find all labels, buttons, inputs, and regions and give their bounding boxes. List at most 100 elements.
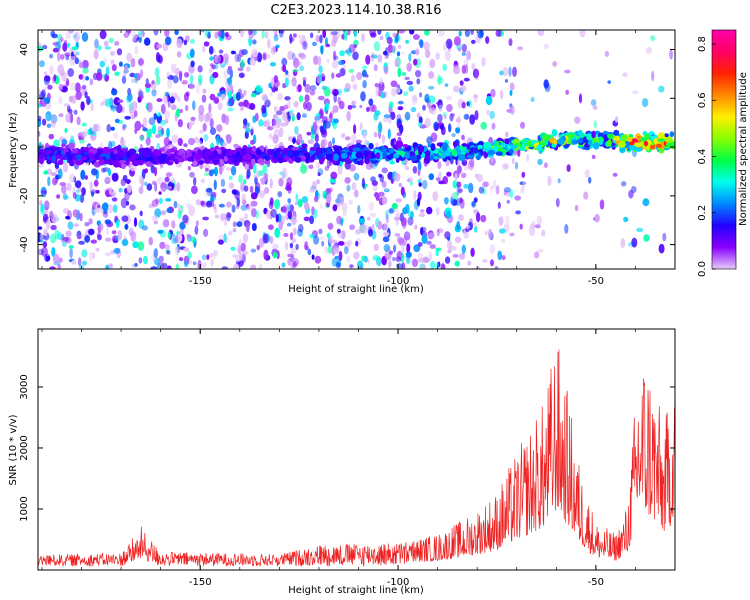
noise-point — [475, 69, 479, 80]
noise-point — [508, 38, 513, 47]
noise-point — [344, 136, 351, 141]
ridge-point — [205, 150, 214, 155]
noise-point — [179, 108, 184, 114]
noise-point — [412, 34, 420, 40]
noise-point — [289, 232, 294, 241]
noise-point — [302, 34, 306, 46]
noise-point — [332, 88, 339, 97]
noise-point — [49, 210, 54, 220]
noise-point — [422, 256, 430, 264]
noise-point — [184, 105, 189, 111]
noise-point — [486, 109, 490, 116]
noise-point — [65, 215, 71, 220]
ridge-point — [208, 156, 214, 160]
noise-point — [297, 224, 304, 233]
noise-point — [188, 121, 192, 131]
noise-point — [383, 65, 389, 75]
noise-point — [108, 187, 112, 195]
noise-point — [171, 220, 176, 229]
noise-point — [191, 236, 197, 243]
noise-point — [291, 76, 297, 87]
noise-point — [378, 81, 385, 92]
noise-point — [278, 30, 285, 34]
noise-point — [298, 52, 305, 58]
noise-point — [328, 117, 334, 122]
noise-point — [269, 91, 274, 97]
noise-point — [209, 56, 214, 61]
noise-point — [202, 122, 207, 132]
noise-point — [114, 118, 120, 124]
noise-point — [495, 185, 500, 195]
noise-point — [291, 238, 296, 244]
noise-point — [158, 197, 163, 205]
noise-point — [48, 133, 55, 140]
noise-point — [38, 88, 41, 95]
ridge-point — [510, 145, 518, 149]
noise-point — [198, 112, 204, 122]
noise-point — [382, 117, 389, 123]
noise-point — [170, 177, 176, 184]
noise-point — [284, 77, 289, 88]
noise-point — [170, 92, 174, 97]
noise-point — [156, 98, 163, 103]
noise-point — [100, 101, 105, 106]
noise-point — [311, 135, 315, 139]
snr-xtick-label: -100 — [387, 577, 410, 588]
noise-point — [38, 163, 44, 168]
noise-point — [463, 183, 469, 189]
noise-point — [432, 191, 439, 202]
noise-point — [428, 251, 433, 261]
noise-point — [194, 225, 199, 235]
noise-point — [164, 118, 169, 124]
noise-point — [104, 46, 112, 50]
noise-point — [169, 96, 175, 104]
noise-point — [81, 84, 87, 90]
noise-point — [429, 58, 436, 69]
noise-point — [362, 130, 368, 140]
noise-point — [416, 112, 421, 119]
ridge-point — [227, 156, 233, 165]
noise-point — [190, 116, 196, 121]
noise-point — [262, 233, 268, 244]
ridge-point — [551, 129, 558, 137]
noise-point — [246, 205, 253, 212]
noise-point — [228, 175, 233, 181]
noise-point — [167, 78, 173, 89]
noise-point — [397, 106, 404, 111]
noise-point — [361, 177, 365, 189]
noise-point — [175, 235, 179, 244]
noise-point — [471, 63, 476, 71]
noise-point — [221, 113, 227, 124]
noise-point — [307, 248, 312, 256]
noise-point — [97, 45, 102, 51]
noise-point — [658, 85, 665, 93]
ridge-point — [425, 150, 431, 158]
noise-point — [57, 263, 61, 269]
noise-point — [404, 111, 411, 121]
noise-point — [183, 92, 189, 102]
noise-point — [110, 126, 115, 131]
noise-point — [366, 106, 370, 112]
noise-point — [481, 57, 486, 67]
noise-point — [339, 50, 345, 57]
noise-point — [166, 127, 170, 138]
noise-point — [217, 54, 224, 64]
noise-point — [218, 49, 224, 54]
noise-point — [476, 174, 484, 183]
noise-point — [210, 191, 217, 198]
noise-point — [137, 58, 145, 66]
noise-point — [268, 224, 274, 230]
noise-point — [50, 119, 56, 128]
noise-point — [488, 228, 493, 240]
noise-point — [407, 177, 414, 183]
noise-point — [408, 52, 412, 62]
noise-point — [52, 253, 60, 264]
noise-point — [500, 238, 506, 243]
noise-point — [417, 160, 422, 171]
noise-point — [282, 204, 289, 215]
noise-point — [327, 245, 333, 254]
noise-point — [289, 204, 295, 213]
ridge-point — [627, 137, 633, 143]
noise-point — [443, 114, 447, 120]
noise-point — [105, 177, 112, 182]
